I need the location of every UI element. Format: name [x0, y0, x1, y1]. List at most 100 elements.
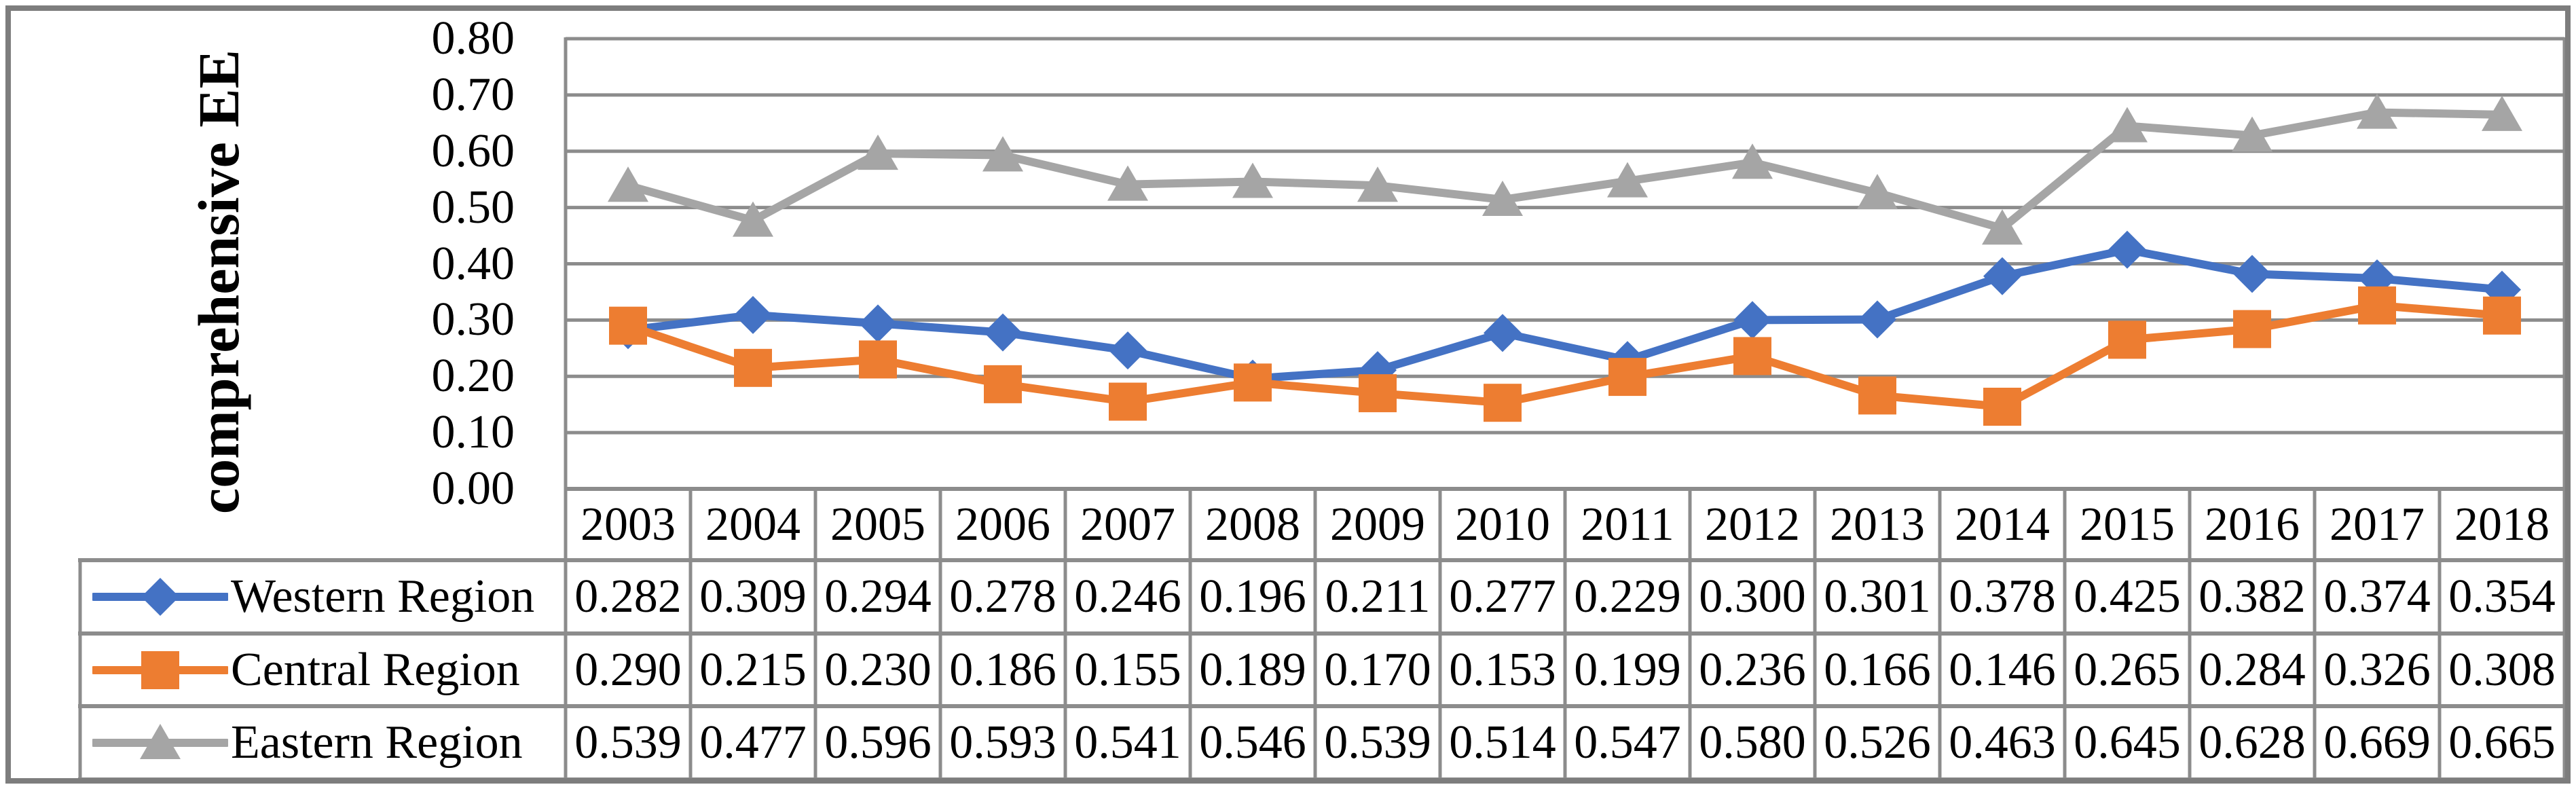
y-tick-label: 0.00	[431, 462, 515, 515]
square-marker-icon	[984, 365, 1022, 403]
value-cell: 0.546	[1199, 716, 1306, 769]
value-cell: 0.284	[2198, 643, 2306, 696]
series-line	[624, 108, 2506, 233]
y-tick-label: 0.70	[431, 68, 515, 121]
square-legend-key-icon	[92, 650, 228, 689]
diamond-marker-icon	[984, 313, 1022, 352]
diamond-marker-icon	[2108, 230, 2146, 269]
value-cell: 0.539	[1324, 716, 1431, 769]
legend-row-central-region: Central Region	[80, 636, 562, 704]
value-cell: 0.477	[699, 716, 807, 769]
value-cell: 0.463	[1949, 716, 2056, 769]
diamond-marker-icon	[1733, 301, 1771, 340]
square-marker-icon	[859, 340, 897, 379]
value-cell: 0.211	[1325, 570, 1431, 623]
value-cell: 0.199	[1574, 643, 1681, 696]
year-cell: 2011	[1581, 498, 1674, 551]
diamond-marker-icon	[859, 304, 897, 343]
value-cell: 0.229	[1574, 570, 1681, 623]
square-marker-icon	[2358, 286, 2396, 325]
value-cell: 0.526	[1824, 716, 1931, 769]
y-tick-label: 0.60	[431, 124, 515, 177]
diamond-marker-icon	[141, 578, 179, 616]
year-cell: 2015	[2080, 498, 2175, 551]
triangle-marker-icon	[1357, 166, 1398, 202]
y-tick-label: 0.50	[431, 181, 515, 234]
square-marker-icon	[2108, 320, 2146, 359]
value-cell: 0.230	[824, 643, 932, 696]
value-cell: 0.196	[1199, 570, 1306, 623]
value-cell: 0.282	[574, 570, 682, 623]
diamond-marker-icon	[1858, 300, 1896, 339]
year-cell: 2013	[1830, 498, 1925, 551]
triangle-marker-icon	[2482, 95, 2522, 131]
year-cell: 2018	[2454, 498, 2550, 551]
value-cell: 0.539	[574, 716, 682, 769]
triangle-marker-icon	[2357, 93, 2397, 129]
value-cell: 0.265	[2074, 643, 2181, 696]
triangle-legend-key-icon	[92, 724, 228, 759]
value-cell: 0.354	[2448, 570, 2556, 623]
square-marker-icon	[1109, 382, 1147, 421]
value-cell: 0.374	[2323, 570, 2431, 623]
legend-label: Western Region	[231, 570, 535, 623]
value-cell: 0.378	[1949, 570, 2056, 623]
value-cell: 0.246	[1074, 570, 1181, 623]
value-cell: 0.628	[2198, 716, 2306, 769]
y-tick-label: 0.30	[431, 293, 515, 346]
value-cell: 0.170	[1324, 643, 1431, 696]
triangle-marker-icon	[1607, 162, 1648, 198]
value-cell: 0.665	[2448, 716, 2556, 769]
square-marker-icon	[141, 650, 179, 689]
value-cell: 0.294	[824, 570, 932, 623]
diamond-marker-icon	[1484, 314, 1522, 352]
year-cell: 2009	[1330, 498, 1425, 551]
year-cell: 2016	[2205, 498, 2300, 551]
value-cell: 0.382	[2198, 570, 2306, 623]
triangle-marker-icon	[858, 134, 898, 170]
square-marker-icon	[2483, 296, 2521, 335]
year-cell: 2003	[581, 498, 676, 551]
value-cell: 0.166	[1824, 643, 1931, 696]
year-cell: 2007	[1080, 498, 1175, 551]
value-cell: 0.425	[2074, 570, 2181, 623]
triangle-marker-icon	[1482, 181, 1523, 217]
value-cell: 0.309	[699, 570, 807, 623]
series-line	[624, 301, 2506, 411]
triangle-marker-icon	[982, 136, 1023, 172]
square-marker-icon	[1858, 376, 1896, 415]
value-cell: 0.300	[1699, 570, 1806, 623]
triangle-marker-icon	[1232, 162, 1273, 198]
y-tick-label: 0.20	[431, 350, 515, 403]
square-marker-icon	[1733, 337, 1771, 375]
square-marker-icon	[1983, 388, 2021, 426]
diamond-marker-icon	[734, 295, 772, 334]
value-cell: 0.580	[1699, 716, 1806, 769]
value-cell: 0.146	[1949, 643, 2056, 696]
triangle-marker-icon	[1857, 174, 1898, 210]
diamond-marker-icon	[2233, 255, 2271, 293]
y-axis-title: comprehensive EE	[186, 49, 251, 515]
year-cell: 2017	[2330, 498, 2425, 551]
legend-row-eastern-region: Eastern Region	[80, 708, 562, 777]
value-cell: 0.278	[949, 570, 1056, 623]
value-cell: 0.301	[1824, 570, 1931, 623]
value-cell: 0.215	[699, 643, 807, 696]
triangle-marker-icon	[608, 166, 648, 202]
value-cell: 0.236	[1699, 643, 1806, 696]
triangle-marker-icon	[2232, 116, 2273, 152]
value-cell: 0.155	[1074, 643, 1181, 696]
value-cell: 0.189	[1199, 643, 1306, 696]
triangle-marker-icon	[140, 724, 181, 759]
diamond-marker-icon	[1983, 257, 2021, 295]
diamond-legend-key-icon	[92, 578, 228, 616]
square-marker-icon	[734, 348, 772, 387]
square-marker-icon	[1484, 384, 1522, 422]
triangle-marker-icon	[2107, 107, 2148, 143]
triangle-marker-icon	[1107, 165, 1148, 201]
y-tick-label: 0.80	[431, 12, 515, 65]
value-cell: 0.326	[2323, 643, 2431, 696]
year-cell: 2010	[1455, 498, 1550, 551]
legend-label: Central Region	[231, 643, 520, 696]
value-cell: 0.547	[1574, 716, 1681, 769]
